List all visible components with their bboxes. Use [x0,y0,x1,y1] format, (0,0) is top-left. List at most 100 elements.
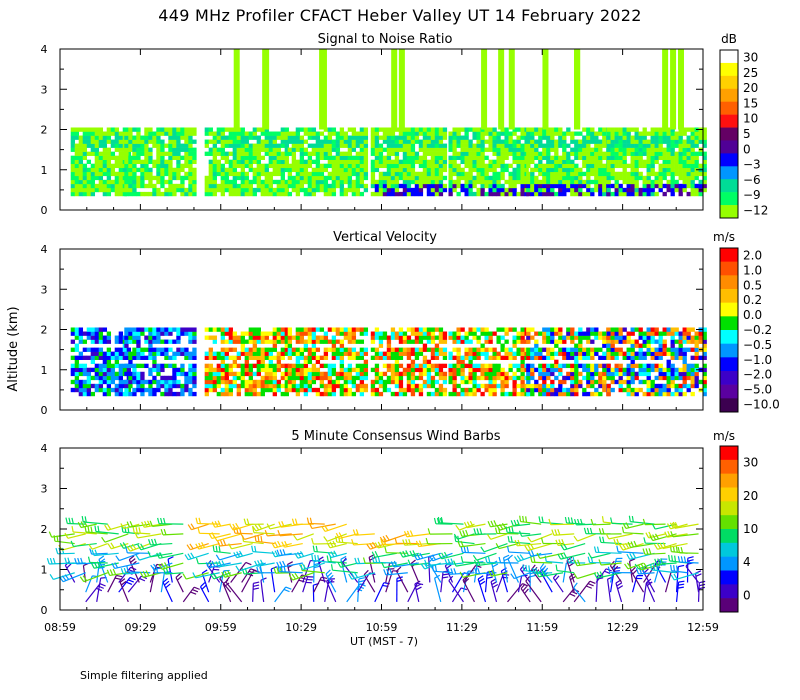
vv-cell [658,331,663,336]
snr-cell [488,139,493,144]
vv-cell [574,375,579,381]
vv-cell [662,351,667,356]
snr-cell [538,183,543,189]
vv-cell [674,355,679,360]
vv-cell [512,351,517,356]
snr-cell [642,131,647,136]
vv-cell [118,383,124,389]
snr-cell [299,171,305,177]
snr-cell [698,131,703,136]
vv-cell [232,359,237,365]
snr-cell [339,167,345,173]
snr-cell [488,191,493,197]
snr-cell [456,163,461,169]
snr-cell [500,191,505,197]
snr-cell [562,131,567,136]
vv-cell [646,379,651,385]
snr-cell [184,127,189,132]
snr-cell [106,167,112,173]
snr-cell [496,155,501,160]
snr-cell [590,139,595,144]
snr-cell [434,171,440,177]
y-tick-label: 2 [41,324,48,337]
vv-cell [136,355,141,360]
snr-cell [526,147,531,152]
vv-cell [168,355,173,360]
vv-cell [188,387,193,393]
snr-cell [90,183,96,189]
wind-barb-flag [157,517,160,524]
vv-cell [698,335,703,340]
vv-cell [590,351,595,356]
vv-cell [562,375,567,381]
vv-cell [422,335,428,340]
snr-cell [566,171,571,177]
snr-cell [646,151,651,156]
vv-cell [204,363,209,369]
snr-cell [176,143,181,148]
vv-cell [606,371,611,377]
vv-cell [299,379,305,385]
vv-cell [456,363,461,369]
vv-cell [430,351,436,356]
snr-cell [188,187,193,193]
wind-barb-flag [160,517,163,524]
vv-cell [472,355,477,360]
snr-cell [228,159,233,165]
wind-barb-flag [282,549,286,556]
snr-cell [351,187,357,193]
vv-cell [448,379,453,385]
snr-cell [586,127,591,132]
vv-cell [252,351,257,356]
vv-cell [319,375,325,381]
vv-cell [303,367,309,373]
snr-cell [508,139,513,144]
snr-cell [319,151,325,156]
snr-cell [252,155,257,160]
snr-cell [464,147,469,152]
vv-cell [284,335,289,340]
snr-cell [674,171,679,177]
vv-cell [319,339,325,344]
snr-cell [690,163,695,169]
vv-cell [232,379,237,385]
vv-cell [212,379,217,385]
vv-cell [598,335,603,340]
snr-cell [670,127,675,132]
wind-barb [230,562,247,583]
wind-barb-flag [125,546,128,553]
snr-cell [272,135,277,140]
vv-cell [570,387,575,393]
snr-cell [252,127,257,132]
vv-cell [118,351,124,356]
snr-cell [299,143,305,148]
snr-cell [662,175,667,181]
vv-cell [534,367,539,373]
vv-cell [98,379,104,385]
snr-cell [646,171,651,177]
vv-cell [654,331,659,336]
vv-cell [418,327,424,332]
vv-cell [492,391,497,397]
snr-cell [390,175,396,181]
snr-cell [106,187,112,193]
snr-cell [268,139,273,144]
snr-cell [160,155,165,160]
vv-cell [347,335,353,340]
snr-cell [98,175,104,181]
snr-cell [448,167,453,173]
snr-cell [662,155,667,160]
vv-cell [570,371,575,377]
snr-cell [530,167,535,173]
snr-cell [335,135,341,140]
vv-cell [287,379,293,385]
wind-barb-flag [93,562,98,568]
snr-cell [442,183,448,189]
vv-cell [406,379,412,385]
vv-cell [284,343,289,348]
snr-cell [452,179,457,185]
vv-cell [102,363,108,369]
snr-cell [662,183,667,189]
vv-cell [516,339,521,344]
vv-cell [456,351,461,356]
